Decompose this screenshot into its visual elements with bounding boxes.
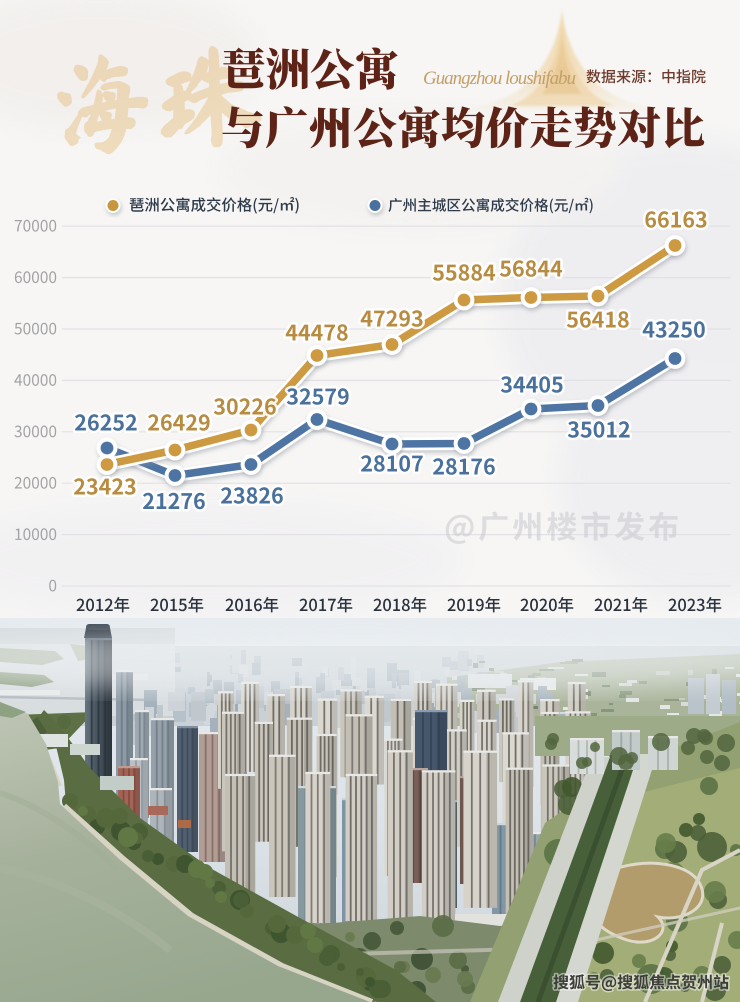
svg-text:Guangzhou loushifabu: Guangzhou loushifabu: [423, 68, 576, 89]
